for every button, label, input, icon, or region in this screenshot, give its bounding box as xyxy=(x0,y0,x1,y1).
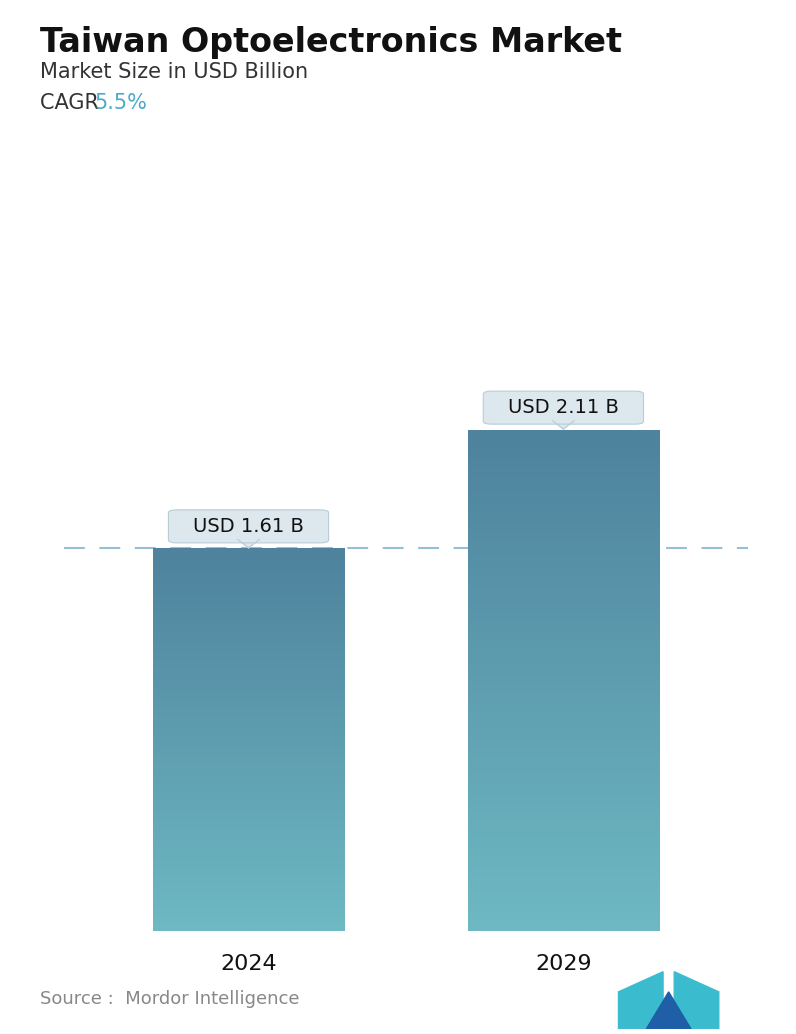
Polygon shape xyxy=(618,972,663,1029)
Text: 2024: 2024 xyxy=(220,954,277,974)
FancyBboxPatch shape xyxy=(169,510,329,543)
Text: 5.5%: 5.5% xyxy=(94,93,146,113)
Polygon shape xyxy=(646,992,691,1029)
Text: CAGR: CAGR xyxy=(40,93,105,113)
Polygon shape xyxy=(237,540,259,548)
Text: Market Size in USD Billion: Market Size in USD Billion xyxy=(40,62,308,82)
FancyBboxPatch shape xyxy=(483,391,643,424)
Text: USD 2.11 B: USD 2.11 B xyxy=(508,398,618,417)
Polygon shape xyxy=(674,972,719,1029)
Polygon shape xyxy=(552,421,575,429)
Text: 2029: 2029 xyxy=(535,954,591,974)
Text: Source :  Mordor Intelligence: Source : Mordor Intelligence xyxy=(40,991,299,1008)
Text: Taiwan Optoelectronics Market: Taiwan Optoelectronics Market xyxy=(40,26,622,59)
Text: USD 1.61 B: USD 1.61 B xyxy=(193,517,304,536)
